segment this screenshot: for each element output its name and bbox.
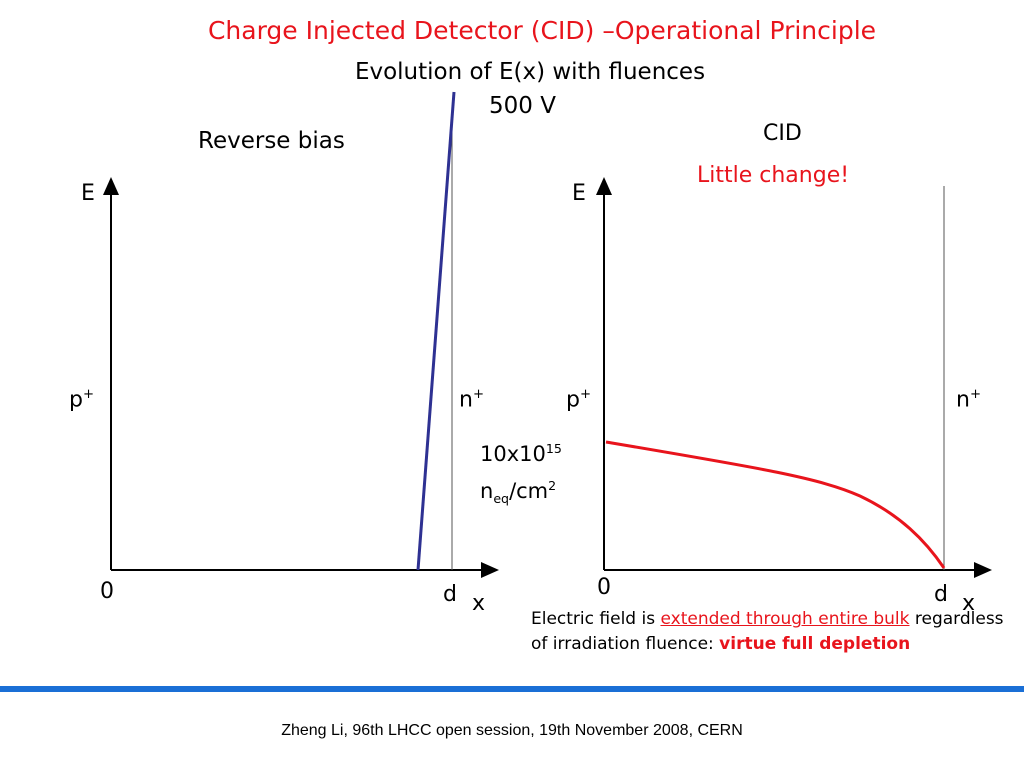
left-x-axis-label: x xyxy=(472,591,486,616)
left-origin-label: 0 xyxy=(100,579,114,604)
right-p-plus-label: p+ xyxy=(566,387,592,413)
slide-subtitle: Evolution of E(x) with fluences xyxy=(354,59,706,85)
left-field-line xyxy=(416,91,456,571)
footer-divider xyxy=(0,686,1024,692)
right-n-plus-label: n+ xyxy=(956,387,982,413)
left-d-label: d xyxy=(443,582,457,607)
reverse-bias-caption: Reverse bias xyxy=(198,128,345,154)
bias-voltage-label: 500 V xyxy=(489,93,556,119)
explanation-note: Electric field is extended through entir… xyxy=(531,609,1004,654)
right-y-axis-label: E xyxy=(572,181,586,206)
right-field-curve xyxy=(605,440,946,569)
footer-credit: Zheng Li, 96th LHCC open session, 19th N… xyxy=(281,722,743,739)
right-x-axis-label: x xyxy=(962,591,976,616)
cid-caption: CID xyxy=(763,121,802,146)
left-p-plus-label: p+ xyxy=(69,387,95,413)
right-origin-label: 0 xyxy=(597,575,611,600)
right-d-label: d xyxy=(934,582,948,607)
left-y-axis-label: E xyxy=(81,181,95,206)
fluence-label: 10x1015 neq/cm2 xyxy=(480,441,562,507)
left-n-plus-label: n+ xyxy=(459,387,485,413)
slide-title: Charge Injected Detector (CID) –Operatio… xyxy=(207,16,877,45)
little-change-remark: Little change! xyxy=(697,163,850,188)
